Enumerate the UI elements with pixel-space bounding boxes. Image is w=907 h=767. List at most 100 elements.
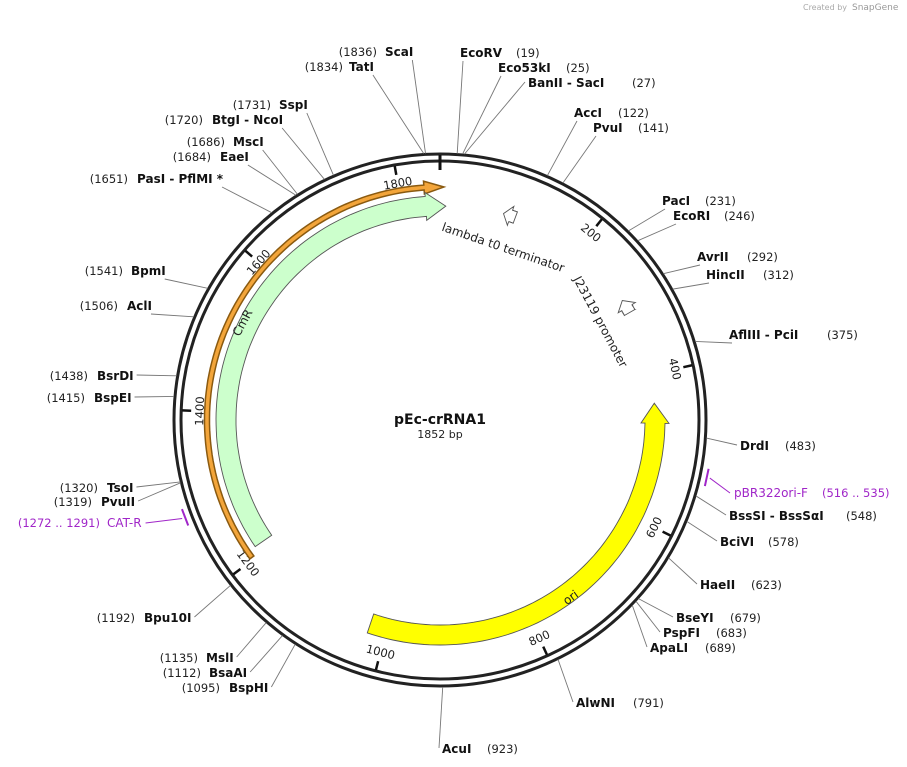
- enzyme-name: TatI: [349, 60, 374, 74]
- enzyme-site: (1651): [90, 172, 128, 186]
- enzyme-leader: [706, 437, 738, 446]
- enzyme-name: BssSI - BssSαI: [729, 509, 824, 523]
- enzyme-name: BspEI: [94, 391, 132, 405]
- enzyme-name: BspHI: [229, 681, 268, 695]
- enzyme-leader: [164, 278, 208, 289]
- enzyme-leader: [557, 659, 574, 703]
- enzyme-leader: [411, 59, 426, 154]
- enzyme-site: (1415): [47, 391, 85, 405]
- enzyme-name: PasI - PflMI *: [137, 172, 224, 186]
- enzyme-site: (683): [716, 626, 747, 640]
- enzyme-site: (1319): [54, 495, 92, 509]
- enzyme-site: (623): [751, 578, 782, 592]
- enzyme-site: (1836): [339, 45, 377, 59]
- enzyme-name: ApaLI: [650, 641, 688, 655]
- primer-site: [703, 468, 710, 487]
- enzyme-name: BtgI - NcoI: [212, 113, 283, 127]
- ruler-tick: [244, 249, 253, 258]
- primer-site: [181, 508, 190, 526]
- enzyme-leader: [637, 223, 677, 242]
- enzyme-leader: [635, 601, 661, 633]
- enzyme-name: PspFI: [663, 626, 700, 640]
- enzyme-site: (375): [827, 328, 858, 342]
- enzyme-leader: [247, 164, 297, 196]
- feature-arrow: [502, 205, 519, 227]
- enzyme-name: TsoI: [107, 481, 133, 495]
- enzyme-leader: [695, 341, 733, 344]
- enzyme-leader: [270, 644, 296, 688]
- enzyme-name: Eco53kI: [498, 61, 551, 75]
- enzyme-leader: [221, 186, 272, 214]
- ruler-tick: [683, 364, 693, 369]
- enzyme-site: (679): [730, 611, 761, 625]
- enzyme-site: (246): [724, 209, 755, 223]
- enzyme-site: (1720): [165, 113, 203, 127]
- enzyme-leader: [638, 598, 674, 618]
- ruler-tick: [393, 165, 398, 176]
- ruler-tick: [662, 530, 672, 537]
- enzyme-leader: [462, 75, 502, 155]
- enzyme-site: (1095): [182, 681, 220, 695]
- enzyme-site: (483): [785, 439, 816, 453]
- enzyme-site: (1541): [85, 264, 123, 278]
- enzyme-leader: [464, 81, 526, 155]
- ruler-label: 1000: [365, 642, 397, 663]
- enzyme-site: (27): [632, 76, 656, 90]
- enzyme-site: (1135): [160, 651, 198, 665]
- enzyme-leader: [631, 605, 648, 648]
- enzyme-site: (689): [705, 641, 736, 655]
- enzyme-leader: [249, 635, 283, 673]
- primer-location: (516 .. 535): [822, 486, 890, 500]
- feature-label: J23119 promoter: [570, 273, 630, 370]
- enzyme-name: EcoRV: [460, 46, 503, 60]
- enzyme-leader: [134, 396, 175, 398]
- enzyme-name: BseYI: [676, 611, 714, 625]
- enzyme-name: HaeII: [700, 578, 735, 592]
- enzyme-leader: [438, 686, 444, 749]
- enzyme-name: AclI: [127, 299, 152, 313]
- enzyme-site: (1686): [187, 135, 225, 149]
- ruler-tick: [232, 567, 242, 576]
- enzyme-name: AvrII: [697, 250, 729, 264]
- enzyme-name: PacI: [662, 194, 690, 208]
- enzyme-leader: [306, 112, 334, 176]
- enzyme-name: AccI: [574, 106, 602, 120]
- watermark-prefix: Created by: [803, 3, 847, 12]
- enzyme-site: (1438): [50, 369, 88, 383]
- ruler-label: 600: [643, 514, 665, 540]
- enzyme-site: (19): [516, 46, 540, 60]
- enzyme-leader: [695, 495, 727, 516]
- enzyme-name: BsrDI: [97, 369, 134, 383]
- enzyme-leader: [236, 622, 267, 658]
- enzyme-leader: [663, 264, 701, 275]
- enzyme-name: Bpu10I: [144, 611, 191, 625]
- enzyme-leader: [262, 149, 298, 195]
- enzyme-site: (25): [566, 61, 590, 75]
- enzyme-site: (578): [768, 535, 799, 549]
- enzyme-site: (791): [633, 696, 664, 710]
- enzyme-name: BsaAI: [209, 666, 247, 680]
- enzyme-site: (1112): [163, 666, 201, 680]
- primer-leader: [709, 477, 731, 494]
- enzyme-name: PvuI: [593, 121, 623, 135]
- ruler-tick: [542, 646, 549, 656]
- enzyme-name: DrdI: [740, 439, 769, 453]
- ruler-label: 800: [526, 627, 552, 649]
- enzyme-site: (1731): [233, 98, 271, 112]
- enzyme-name: PvuII: [101, 495, 135, 509]
- enzyme-site: (231): [705, 194, 736, 208]
- primer-name: pBR322ori-F: [734, 486, 808, 500]
- enzyme-name: MscI: [233, 135, 264, 149]
- plasmid-name: pEc-crRNA1: [394, 412, 486, 428]
- enzyme-site: (923): [487, 742, 518, 756]
- primer-name: CAT-R: [107, 516, 142, 530]
- enzyme-leader: [281, 127, 325, 180]
- enzyme-site: (548): [846, 509, 877, 523]
- ruler-tick: [595, 218, 603, 227]
- enzyme-site: (122): [618, 106, 649, 120]
- enzyme-leader: [628, 208, 666, 232]
- enzyme-name: SspI: [279, 98, 308, 112]
- enzyme-leader: [136, 374, 177, 377]
